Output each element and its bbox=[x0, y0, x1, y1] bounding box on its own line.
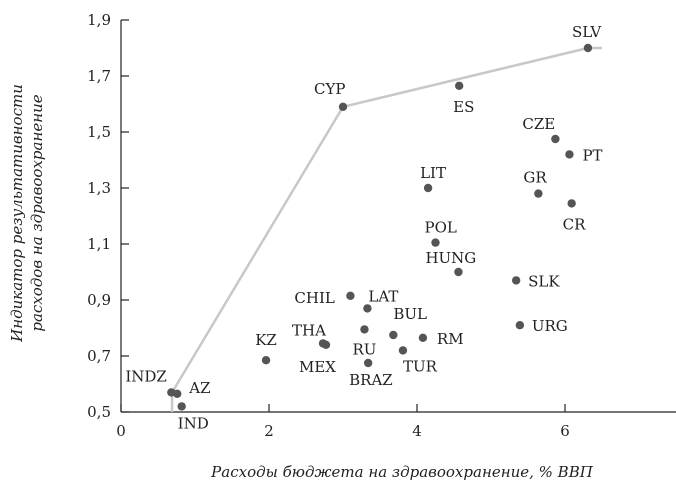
y-tick-label: 1,1 bbox=[87, 235, 111, 253]
point-ind bbox=[177, 402, 186, 411]
point-kz bbox=[261, 356, 271, 365]
point-urg bbox=[515, 321, 525, 330]
point-hung bbox=[454, 267, 463, 277]
point-bul bbox=[389, 330, 398, 340]
point-label-ru: RU bbox=[352, 340, 376, 358]
point-label-cze: CZE bbox=[522, 115, 555, 133]
point-label-lat: LAT bbox=[368, 287, 398, 305]
point-gr bbox=[534, 189, 543, 198]
point-cr bbox=[567, 199, 576, 208]
y-axis-title: Индикатор результативности расходов на з… bbox=[8, 84, 46, 343]
y-tick-label: 1,3 bbox=[87, 179, 111, 197]
frontier-line bbox=[170, 46, 602, 412]
y-axis-title-line2: расходов на здравоохранение bbox=[28, 94, 46, 331]
point-label-indz: INDZ bbox=[125, 367, 167, 385]
point-tur bbox=[398, 346, 408, 355]
x-tick-label: 4 bbox=[412, 422, 422, 440]
point-label-tur: TUR bbox=[403, 357, 438, 375]
point-mex bbox=[321, 340, 331, 349]
point-label-es: ES bbox=[453, 98, 474, 116]
efficiency-frontier bbox=[170, 46, 602, 412]
point-label-mex: MEX bbox=[299, 358, 336, 376]
y-tick-label: 1,9 bbox=[87, 11, 111, 29]
y-tick-label: 0,7 bbox=[87, 347, 111, 365]
point-label-lit: LIT bbox=[420, 164, 446, 182]
point-cze bbox=[551, 134, 560, 144]
point-slk bbox=[511, 276, 521, 285]
point-label-kz: KZ bbox=[255, 331, 277, 349]
point-chil bbox=[346, 291, 355, 300]
point-label-hung: HUNG bbox=[425, 249, 476, 267]
point-slv bbox=[583, 43, 593, 53]
point-label-tha: THA bbox=[292, 321, 326, 339]
x-tick-label: 0 bbox=[116, 422, 126, 440]
point-label-gr: GR bbox=[523, 169, 547, 187]
point-label-rm: RM bbox=[437, 330, 464, 348]
x-tick-label: 2 bbox=[264, 422, 274, 440]
point-cyp bbox=[338, 102, 348, 112]
points-layer: INDZ AZ IND KZ THA MEX CHIL LAT RU BRAZ BUL TUR RM CY… bbox=[125, 23, 602, 432]
y-tick-label: 1,5 bbox=[87, 123, 111, 141]
point-label-urg: URG bbox=[532, 317, 568, 335]
point-pt bbox=[565, 150, 574, 159]
axes: 0,5 0,7 0,9 1,1 1,3 1,5 1,7 1,9 0 2 4 6 bbox=[87, 11, 676, 440]
point-pol bbox=[431, 238, 440, 247]
point-label-az: AZ bbox=[188, 379, 210, 397]
point-label-pol: POL bbox=[425, 219, 457, 237]
point-label-bul: BUL bbox=[393, 305, 427, 323]
point-ru bbox=[360, 325, 369, 334]
point-label-ind: IND bbox=[178, 414, 209, 432]
point-label-cr: CR bbox=[563, 215, 586, 233]
x-axis-title: Расходы бюджета на здравоохранение, % ВВ… bbox=[210, 463, 594, 481]
y-tick-label: 0,5 bbox=[87, 403, 111, 421]
y-tick-label: 0,9 bbox=[87, 291, 111, 309]
point-label-slv: SLV bbox=[572, 23, 602, 41]
point-label-cyp: CYP bbox=[314, 80, 345, 98]
x-tick-label: 6 bbox=[560, 422, 570, 440]
point-es bbox=[454, 81, 464, 91]
point-label-pt: PT bbox=[582, 146, 602, 164]
point-lit bbox=[423, 183, 433, 193]
point-lat bbox=[363, 304, 372, 313]
point-rm bbox=[418, 333, 428, 342]
point-az bbox=[173, 389, 182, 398]
y-tick-label: 1,7 bbox=[87, 67, 111, 85]
point-label-slk: SLK bbox=[528, 272, 560, 290]
point-label-braz: BRAZ bbox=[349, 371, 393, 389]
point-label-chil: CHIL bbox=[294, 289, 334, 307]
point-braz bbox=[363, 358, 373, 368]
y-axis-title-line1: Индикатор результативности bbox=[8, 84, 26, 343]
